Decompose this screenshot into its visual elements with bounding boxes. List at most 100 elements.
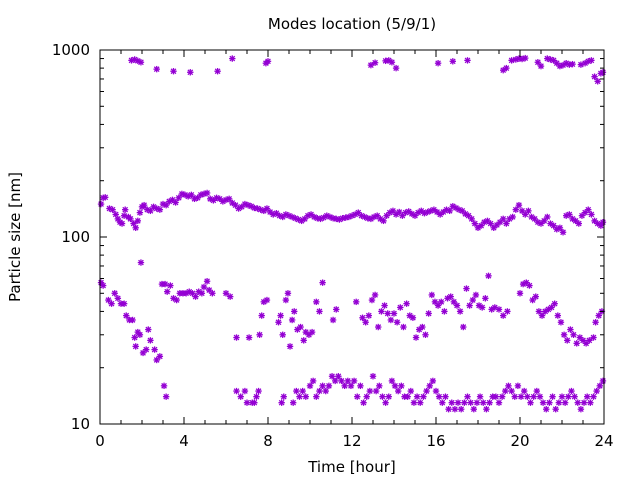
data-point — [203, 278, 211, 285]
data-point — [379, 393, 386, 400]
data-point — [357, 382, 364, 390]
data-point — [360, 399, 367, 406]
data-point — [160, 382, 168, 390]
y-tick-label: 10 — [71, 415, 90, 433]
data-point — [251, 399, 258, 406]
data-point — [595, 312, 602, 319]
data-point — [565, 393, 572, 400]
data-point — [120, 300, 128, 307]
data-point — [449, 58, 456, 65]
data-point — [400, 323, 407, 331]
data-point — [525, 207, 532, 215]
data-point — [225, 195, 233, 203]
data-point — [413, 393, 421, 400]
data-point — [253, 393, 260, 400]
data-point — [381, 302, 388, 309]
data-point — [458, 405, 465, 413]
data-point — [473, 399, 481, 406]
data-point — [353, 298, 360, 306]
chart-title: Modes location (5/9/1) — [268, 15, 436, 33]
x-axis-label: Time [hour] — [307, 458, 396, 476]
data-point — [537, 62, 545, 70]
data-point — [203, 189, 211, 197]
data-point — [198, 290, 206, 297]
data-point — [354, 393, 361, 400]
data-point — [585, 206, 592, 213]
data-point — [439, 399, 446, 406]
x-axis-tick-labels: 0 4 8 12 16 20 24 — [95, 432, 613, 450]
data-point — [451, 405, 459, 413]
data-point — [419, 323, 426, 331]
data-point — [529, 296, 536, 304]
data-point — [137, 59, 145, 66]
x-tick-label: 16 — [426, 432, 445, 450]
data-point — [363, 393, 370, 400]
data-point — [486, 399, 493, 406]
data-point — [387, 316, 395, 324]
data-point — [153, 65, 160, 73]
data-point — [533, 387, 540, 395]
data-point — [551, 300, 558, 307]
data-point — [313, 393, 320, 400]
data-point — [156, 353, 164, 360]
data-point — [495, 399, 503, 406]
data-point — [571, 393, 578, 400]
data-point — [233, 387, 240, 395]
data-point — [456, 308, 464, 315]
data-point — [544, 213, 551, 221]
data-point — [173, 296, 180, 304]
data-point — [480, 399, 487, 406]
data-point — [584, 393, 591, 400]
data-point — [395, 387, 402, 395]
data-point — [588, 211, 595, 218]
data-point — [508, 387, 515, 395]
data-point — [517, 393, 525, 400]
data-point — [359, 314, 366, 321]
data-point — [441, 308, 448, 315]
data-point — [524, 393, 531, 400]
data-point — [299, 387, 306, 395]
data-points — [97, 54, 607, 413]
data-point — [518, 207, 526, 215]
y-tick-label: 100 — [61, 228, 90, 246]
data-point — [319, 279, 326, 286]
data-point — [446, 207, 453, 215]
data-point — [284, 290, 292, 297]
data-point — [118, 220, 126, 227]
data-point — [263, 205, 271, 212]
data-point — [371, 59, 379, 66]
x-axis-ticks — [99, 50, 605, 424]
data-point — [129, 316, 136, 324]
data-point — [580, 399, 588, 406]
data-point — [521, 387, 528, 395]
data-point — [136, 331, 144, 338]
data-point — [316, 308, 323, 315]
x-tick-label: 0 — [95, 432, 105, 450]
data-point — [546, 399, 553, 406]
data-point — [435, 393, 443, 400]
data-point — [372, 387, 380, 395]
data-point — [143, 346, 150, 353]
data-point — [111, 290, 118, 297]
data-point — [347, 382, 355, 390]
data-point — [500, 215, 507, 223]
data-point — [479, 304, 486, 311]
y-axis-label: Particle size [nm] — [6, 172, 24, 302]
data-point — [556, 224, 564, 231]
data-point — [596, 382, 603, 390]
data-point — [599, 69, 607, 76]
data-point — [568, 387, 575, 395]
data-point — [263, 296, 271, 304]
data-point — [407, 387, 414, 395]
data-point — [425, 310, 432, 317]
data-point — [280, 393, 287, 400]
data-point — [108, 300, 115, 307]
data-point — [586, 337, 593, 344]
data-point — [463, 285, 470, 292]
data-point — [290, 399, 297, 406]
data-point — [374, 212, 381, 219]
data-point — [156, 206, 164, 213]
data-point — [229, 55, 236, 62]
data-point — [566, 211, 573, 218]
data-point — [255, 387, 262, 395]
